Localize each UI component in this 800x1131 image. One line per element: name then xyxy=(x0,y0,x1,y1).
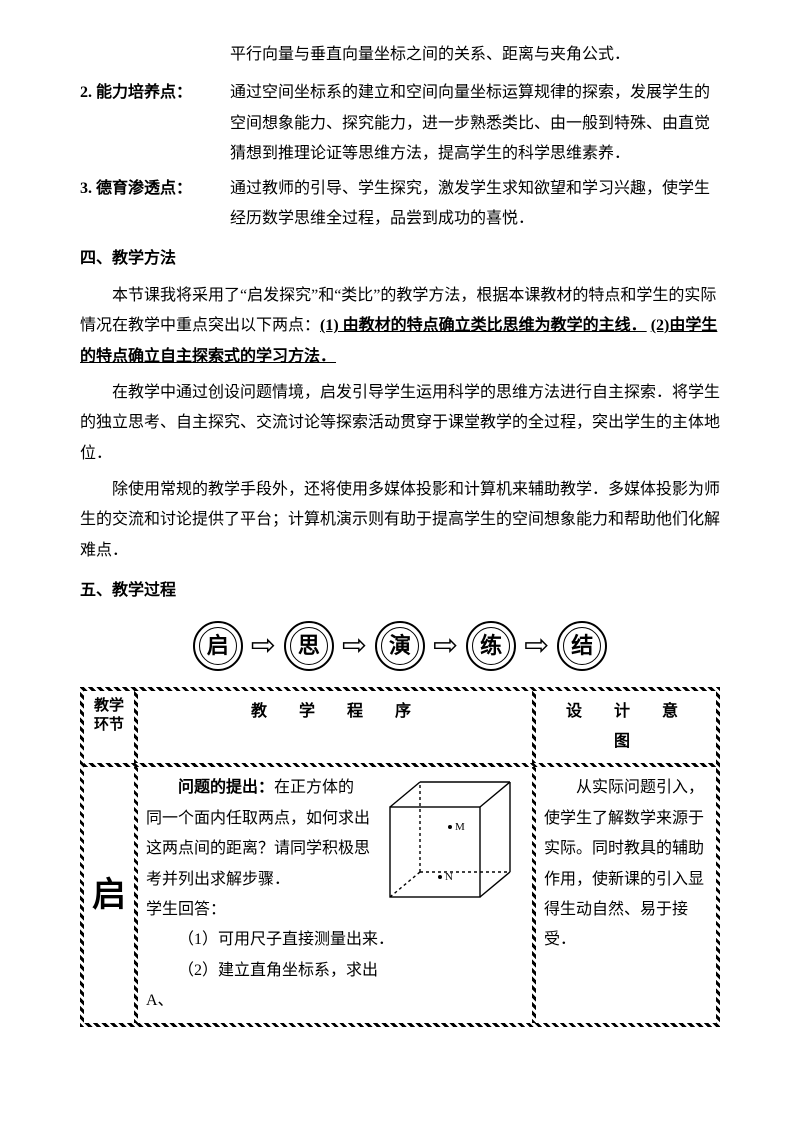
intent-cell: 从实际问题引入，使学生了解数学来源于实际。同时教具的辅助作用，使新课的引入显得生… xyxy=(536,767,716,1022)
program-cell: M N 问题的提出：在正方体的同一个面内任取两点，如何求出这两点间的距离？请同学… xyxy=(138,767,532,1022)
flow-node-4: 练 xyxy=(466,621,516,671)
stage-cell: 启 xyxy=(84,767,134,1022)
flow-node-3: 演 xyxy=(375,621,425,671)
ability-text: 通过空间坐标系的建立和空间向量坐标运算规律的探索，发展学生的空间想象能力、探究能… xyxy=(230,78,720,169)
flow-node-1: 启 xyxy=(193,621,243,671)
flow-arrow-icon: ⇨ xyxy=(524,631,549,661)
process-flow: 启 ⇨ 思 ⇨ 演 ⇨ 练 ⇨ 结 xyxy=(80,621,720,671)
flow-node-5: 结 xyxy=(557,621,607,671)
answer-1: （1）可用尺子直接测量出来． xyxy=(146,925,524,955)
section4-p1: 本节课我将采用了“启发探究”和“类比”的教学方法，根据本课教材的特点和学生的实际… xyxy=(80,281,720,372)
lesson-table: 教学环节 教 学 程 序 设 计 意 图 启 xyxy=(84,691,716,1023)
section4-title: 四、教学方法 xyxy=(80,244,720,274)
continuation-text: 平行向量与垂直向量坐标之间的关系、距离与夹角公式． xyxy=(80,40,720,70)
section4-p2: 在教学中通过创设问题情境，启发引导学生运用科学的思维方法进行自主探索．将学生的独… xyxy=(80,378,720,469)
flow-node-2: 思 xyxy=(284,621,334,671)
flow-arrow-icon: ⇨ xyxy=(433,631,458,661)
section4-u1: (1) 由教材的特点确立类比思维为教学的主线． xyxy=(320,317,647,334)
cube-label-m: M xyxy=(455,821,465,833)
intent-text: 从实际问题引入，使学生了解数学来源于实际。同时教具的辅助作用，使新课的引入显得生… xyxy=(544,773,708,955)
lesson-table-wrap: 教学环节 教 学 程 序 设 计 意 图 启 xyxy=(80,687,720,1027)
moral-label: 3. 德育渗透点： xyxy=(80,174,230,235)
section5-title: 五、教学过程 xyxy=(80,576,720,606)
section4-p3: 除使用常规的教学手段外，还将使用多媒体投影和计算机来辅助教学．多媒体投影为师生的… xyxy=(80,475,720,566)
program-lead: 问题的提出： xyxy=(178,779,274,796)
th-intent: 设 计 意 图 xyxy=(536,691,716,764)
ability-label: 2. 能力培养点： xyxy=(80,78,230,169)
flow-arrow-icon: ⇨ xyxy=(251,631,276,661)
answer-2: （2）建立直角坐标系，求出 xyxy=(146,956,524,986)
answer-3: A、 xyxy=(146,986,524,1016)
cube-diagram: M N xyxy=(380,777,520,918)
th-program: 教 学 程 序 xyxy=(138,691,532,764)
flow-arrow-icon: ⇨ xyxy=(342,631,367,661)
moral-text: 通过教师的引导、学生探究，激发学生求知欲望和学习兴趣，使学生经历数学思维全过程，… xyxy=(230,174,720,235)
cube-label-n: N xyxy=(445,871,453,883)
ability-point: 2. 能力培养点： 通过空间坐标系的建立和空间向量坐标运算规律的探索，发展学生的… xyxy=(80,78,720,169)
table-header-row: 教学环节 教 学 程 序 设 计 意 图 xyxy=(84,691,716,764)
table-row: 启 xyxy=(84,767,716,1022)
moral-point: 3. 德育渗透点： 通过教师的引导、学生探究，激发学生求知欲望和学习兴趣，使学生… xyxy=(80,174,720,235)
th-stage: 教学环节 xyxy=(84,691,134,764)
